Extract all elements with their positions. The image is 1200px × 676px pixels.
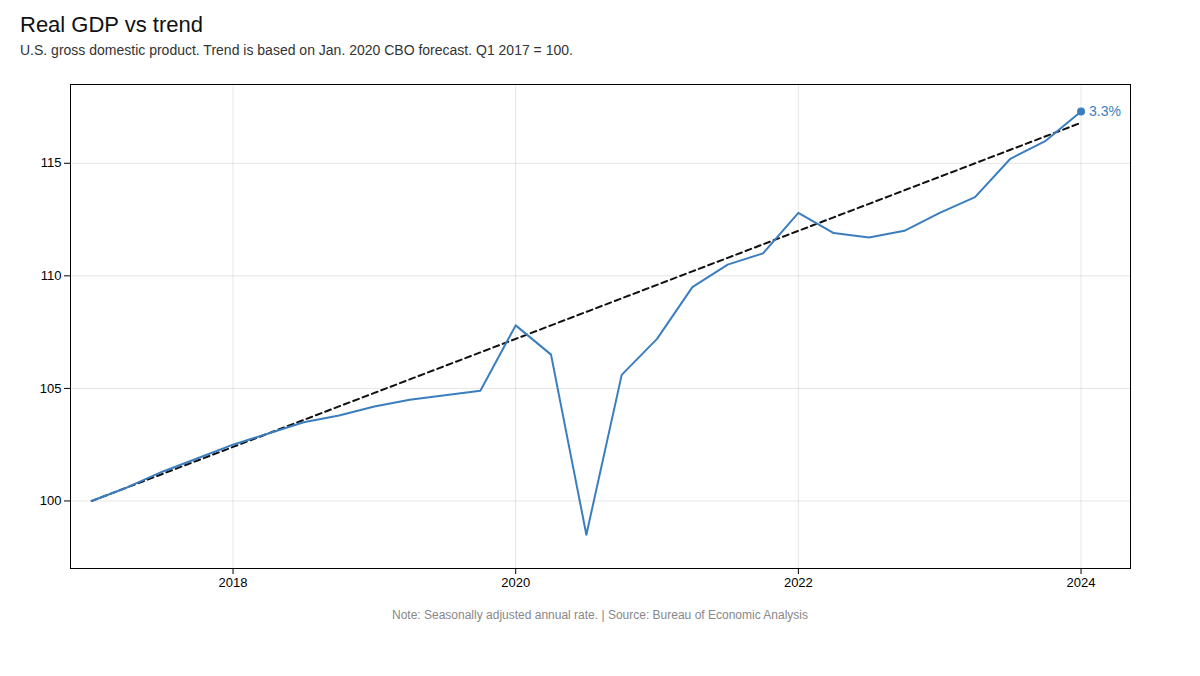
svg-text:105: 105 [40, 381, 62, 396]
svg-text:115: 115 [41, 155, 62, 170]
svg-text:2020: 2020 [501, 575, 530, 590]
svg-text:2018: 2018 [219, 575, 248, 590]
html-text:Real GDP vs trend: Real GDP vs trend [20, 12, 203, 37]
html-text:Note: Seasonally adjusted annu: Note: Seasonally adjusted annual rate. |… [392, 608, 808, 622]
svg-text:2024: 2024 [1067, 575, 1096, 590]
svg-text:3.3%: 3.3% [1089, 103, 1121, 119]
svg-text:110: 110 [41, 268, 62, 283]
svg-text:2022: 2022 [784, 575, 813, 590]
svg-text:100: 100 [40, 493, 62, 508]
html-text:U.S. gross domestic product. T: U.S. gross domestic product. Trend is ba… [20, 42, 573, 58]
